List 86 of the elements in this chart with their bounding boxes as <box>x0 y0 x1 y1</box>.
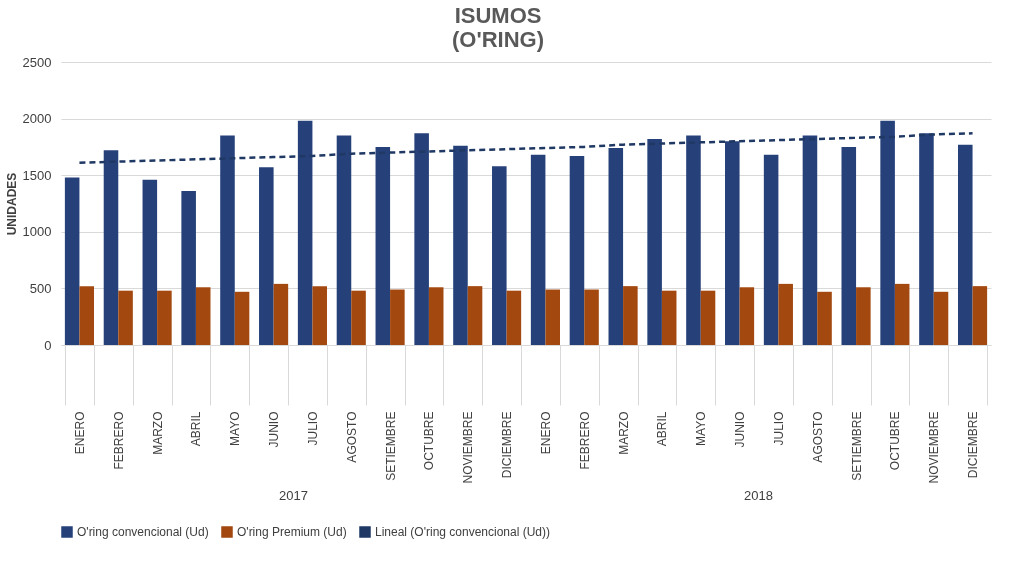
bar <box>118 290 133 345</box>
x-tick-label: MARZO <box>150 411 165 455</box>
y-tick-label: 2500 <box>22 54 52 70</box>
line-series <box>78 132 974 164</box>
y-tick-label: 0 <box>44 337 52 353</box>
text: 2018 <box>744 488 773 503</box>
bar <box>841 146 857 345</box>
bar <box>351 290 366 345</box>
legend-label: Lineal (O'ring convencional (Ud)) <box>375 525 551 539</box>
bar <box>181 191 196 345</box>
x-tick-label: SETIEMBRE <box>849 411 864 481</box>
bar <box>608 148 624 345</box>
bar <box>686 135 701 345</box>
bar <box>297 120 313 345</box>
x-tick-label: NOVIEMBRE <box>927 411 942 484</box>
bar <box>428 287 444 345</box>
bar <box>506 290 522 345</box>
x-tick-label: NOVIEMBRE <box>461 411 476 484</box>
y-tick-label: 1000 <box>22 224 52 240</box>
bar <box>312 286 327 345</box>
x-tick-label: OCTUBRE <box>888 411 903 471</box>
bar <box>763 154 779 345</box>
x-tick-label: AGOSTO <box>810 411 825 463</box>
bar <box>802 135 818 345</box>
bar <box>661 290 677 345</box>
bar <box>336 135 352 345</box>
bar <box>972 286 988 345</box>
bar <box>492 166 507 345</box>
bar <box>894 283 910 345</box>
bar <box>778 283 793 345</box>
x-tick-label: FEBRERO <box>111 411 126 470</box>
bar <box>623 286 638 345</box>
x-tick-label: OCTUBRE <box>422 411 437 471</box>
bar <box>817 291 832 345</box>
x-tick-label: JULIO <box>771 411 786 446</box>
bar <box>414 133 429 345</box>
x-tick-label: ABRIL <box>655 411 670 447</box>
x-tick-label: ENERO <box>538 411 553 455</box>
x-tick-label: MAYO <box>694 411 709 446</box>
bar <box>157 290 172 345</box>
y-tick-label: 500 <box>29 280 52 296</box>
y-tick-label: 2000 <box>22 111 52 127</box>
bar <box>530 154 546 345</box>
bar <box>647 138 662 345</box>
x-tick-label: JUNIO <box>267 411 282 448</box>
x-tick-label: DICIEMBRE <box>500 411 515 479</box>
legend-label: O'ring convencional (Ud) <box>77 525 209 539</box>
text: 2017 <box>279 488 308 503</box>
x-tick-label: MARZO <box>616 411 631 455</box>
bar <box>64 177 80 345</box>
x-tick-label: DICIEMBRE <box>966 411 981 479</box>
x-tick-label: JUNIO <box>733 411 748 448</box>
x-tick-label: AGOSTO <box>344 411 359 463</box>
x-tick-label: ENERO <box>72 411 87 455</box>
x-tick-label: ABRIL <box>189 411 204 447</box>
y-tick-label: 1500 <box>22 167 52 183</box>
bar <box>700 290 716 345</box>
bar <box>273 283 289 345</box>
bar <box>545 289 560 345</box>
bar <box>584 289 599 345</box>
y-axis-title: UNIDADES <box>4 172 19 236</box>
bar <box>375 146 391 345</box>
bar <box>220 135 235 345</box>
x-tick-label: FEBRERO <box>577 411 592 470</box>
x-tick-label: MAYO <box>228 411 243 446</box>
x-tick-label: JULIO <box>305 411 320 446</box>
bar <box>390 289 405 345</box>
legend-label: O'ring Premium (Ud) <box>237 525 347 539</box>
bar <box>195 287 211 345</box>
bar <box>933 291 949 345</box>
bar <box>79 286 95 345</box>
bar <box>453 145 468 345</box>
bar <box>234 291 250 345</box>
bar <box>259 167 274 345</box>
bar <box>142 179 158 345</box>
bar <box>569 155 585 345</box>
bar <box>467 286 483 345</box>
bar <box>880 120 895 345</box>
bar <box>957 144 973 345</box>
x-tick-label: SETIEMBRE <box>383 411 398 481</box>
bar <box>739 287 755 345</box>
bar <box>725 141 740 345</box>
bar <box>919 133 934 345</box>
chart-title: ISUMOS (O'RING) <box>452 3 545 52</box>
bar <box>856 287 871 345</box>
bar <box>103 150 119 345</box>
